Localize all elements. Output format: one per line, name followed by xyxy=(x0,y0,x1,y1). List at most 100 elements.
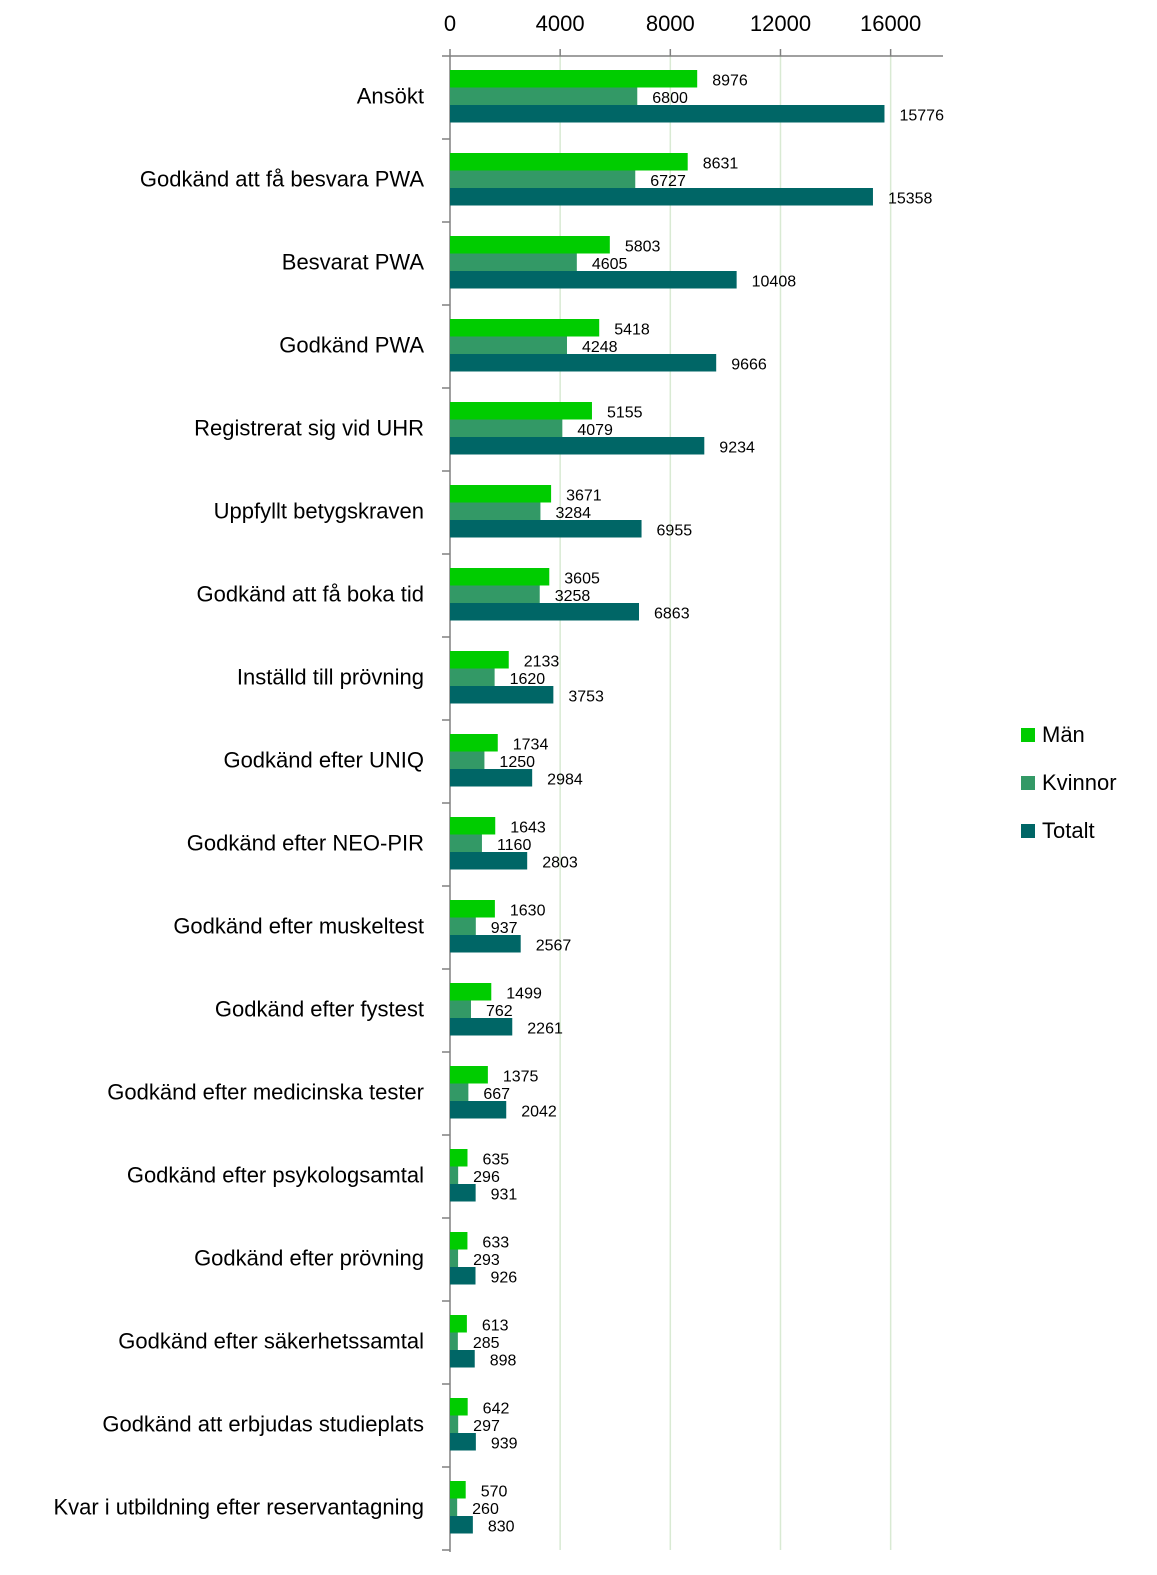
bar-kvinnor xyxy=(450,170,636,188)
bar-man xyxy=(450,1481,466,1499)
bar-totalt xyxy=(450,1516,473,1534)
bar-kvinnor xyxy=(450,1000,471,1018)
axes: 0 4000 8000 12000 16000 Ansökt Godkänd att få … xyxy=(53,11,943,1552)
data-label: 762 xyxy=(486,1003,513,1020)
bar-totalt xyxy=(450,1184,476,1202)
data-label: 4248 xyxy=(582,339,618,356)
category-label: Godkänd efter fystest xyxy=(215,996,424,1021)
bar-totalt xyxy=(450,188,873,206)
bar-totalt xyxy=(450,1433,476,1451)
category-label: Inställd till prövning xyxy=(237,664,424,689)
data-label: 570 xyxy=(481,1484,508,1501)
data-label: 15776 xyxy=(899,108,944,125)
bar-totalt xyxy=(450,1350,475,1368)
data-label: 3258 xyxy=(555,588,591,605)
bar-kvinnor xyxy=(450,1332,458,1350)
bar-totalt xyxy=(450,1267,476,1285)
data-label: 293 xyxy=(473,1252,500,1269)
data-label: 1375 xyxy=(503,1069,539,1086)
bar-kvinnor xyxy=(450,668,495,686)
category-label: Godkänd att få boka tid xyxy=(197,581,425,606)
category-label: Godkänd PWA xyxy=(279,332,424,357)
data-label: 3671 xyxy=(566,488,602,505)
category-label: Godkänd att få besvara PWA xyxy=(140,166,424,191)
data-label: 2133 xyxy=(524,654,560,671)
data-label: 1620 xyxy=(510,671,546,688)
bar-man xyxy=(450,1149,468,1167)
bar-kvinnor xyxy=(450,1415,459,1433)
data-label: 260 xyxy=(472,1501,499,1518)
bar-totalt xyxy=(450,603,640,621)
category-label: Godkänd efter NEO-PIR xyxy=(187,830,424,855)
bar-kvinnor xyxy=(450,253,577,271)
bar-man xyxy=(450,983,492,1001)
bar-kvinnor xyxy=(450,917,476,935)
data-label: 1499 xyxy=(506,986,542,1003)
data-label: 1250 xyxy=(499,754,535,771)
bar-man xyxy=(450,236,610,254)
bar-kvinnor xyxy=(450,1498,458,1516)
bar-kvinnor xyxy=(450,585,540,603)
category-label: Uppfyllt betygskraven xyxy=(214,498,424,523)
data-label: 2261 xyxy=(527,1021,563,1038)
legend-label: Totalt xyxy=(1042,818,1095,843)
bar-kvinnor xyxy=(450,87,638,105)
data-label: 3605 xyxy=(564,571,600,588)
bar-man xyxy=(450,817,496,835)
bar-man xyxy=(450,651,509,669)
data-label: 1630 xyxy=(510,903,546,920)
bar-man xyxy=(450,70,698,88)
bar-totalt xyxy=(450,769,533,787)
data-label: 5155 xyxy=(607,405,643,422)
data-label: 4605 xyxy=(592,256,628,273)
data-label: 10408 xyxy=(752,274,797,291)
bar-man xyxy=(450,402,592,420)
data-labels: 8976 8631 5803 5418 5155 3671 3605 2133 1734 1643… xyxy=(472,73,944,1536)
data-label: 4079 xyxy=(577,422,613,439)
data-label: 2042 xyxy=(521,1104,557,1121)
category-label: Godkänd efter psykologsamtal xyxy=(127,1162,424,1187)
data-label: 939 xyxy=(491,1436,518,1453)
bar-totalt xyxy=(450,935,521,953)
legend-label: Män xyxy=(1042,722,1085,747)
legend-swatch xyxy=(1021,824,1035,838)
x-tick-label: 12000 xyxy=(750,11,811,36)
bar-totalt xyxy=(450,1101,507,1119)
bar-kvinnor xyxy=(450,1249,459,1267)
data-label: 926 xyxy=(491,1270,518,1287)
bar-man xyxy=(450,1232,468,1250)
data-label: 8976 xyxy=(712,73,748,90)
category-label: Godkänd efter muskeltest xyxy=(173,913,424,938)
category-label: Registrerat sig vid UHR xyxy=(194,415,424,440)
bar-totalt xyxy=(450,852,528,870)
x-tick-label: 0 xyxy=(444,11,456,36)
legend: Män Kvinnor Totalt xyxy=(1021,722,1117,843)
bar-man xyxy=(450,319,600,337)
x-tick-label: 4000 xyxy=(536,11,585,36)
category-label: Godkänd efter prövning xyxy=(194,1245,424,1270)
category-label: Ansökt xyxy=(357,83,424,108)
data-label: 6955 xyxy=(657,523,693,540)
data-label: 613 xyxy=(482,1318,509,1335)
bar-man xyxy=(450,568,550,586)
category-label: Godkänd efter UNIQ xyxy=(223,747,424,772)
legend-label: Kvinnor xyxy=(1042,770,1117,795)
data-label: 667 xyxy=(483,1086,510,1103)
category-label: Besvarat PWA xyxy=(282,249,425,274)
x-tick-label: 16000 xyxy=(860,11,921,36)
bar-kvinnor xyxy=(450,834,482,852)
data-label: 6863 xyxy=(654,606,690,623)
data-label: 15358 xyxy=(888,191,933,208)
gridlines xyxy=(559,56,892,1550)
bar-kvinnor xyxy=(450,751,485,769)
data-label: 642 xyxy=(483,1401,510,1418)
legend-swatch xyxy=(1021,728,1035,742)
data-label: 2567 xyxy=(536,938,572,955)
bar-totalt xyxy=(450,437,705,455)
bar-kvinnor xyxy=(450,336,567,354)
data-label: 296 xyxy=(473,1169,500,1186)
bars xyxy=(450,70,885,1534)
data-label: 830 xyxy=(488,1519,515,1536)
data-label: 285 xyxy=(473,1335,500,1352)
